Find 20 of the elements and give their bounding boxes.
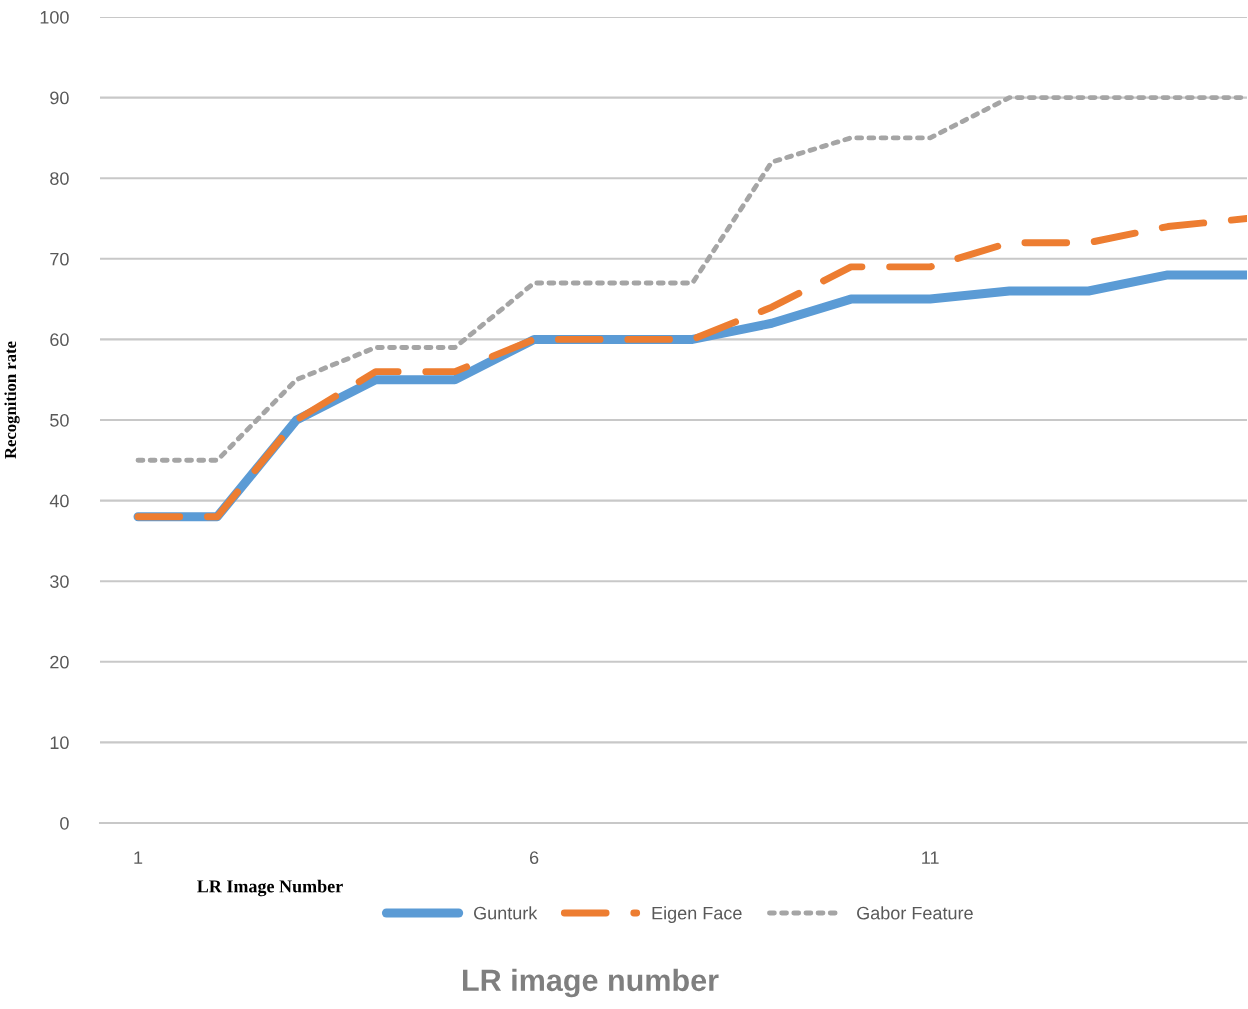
x-tick-label: 6 (529, 851, 539, 865)
legend-label: Gunturk (474, 906, 538, 920)
y-tick-label: 10 (50, 736, 69, 750)
y-tick-label: 40 (49, 494, 69, 508)
y-tick-label: 70 (50, 252, 69, 266)
y-tick-label: 50 (50, 413, 69, 427)
y-tick-label: 90 (50, 91, 69, 105)
y-axis-title: Recognition rate (4, 341, 20, 459)
text: LR image number (463, 968, 719, 998)
y-tick-label: 0 (60, 816, 69, 830)
x-tick-label: 11 (922, 851, 939, 864)
y-tick-label: 80 (50, 172, 69, 185)
x-tick-label: 1 (134, 851, 143, 864)
legend-label: Gabor Feature (857, 906, 973, 920)
y-tick-label: 20 (50, 655, 69, 669)
y-tick-label: 60 (50, 333, 69, 347)
x-axis-title: LR Image Number (197, 879, 343, 897)
y-tick-label: 100 (40, 10, 69, 24)
legend-label: Eigen Face (652, 906, 742, 924)
y-tick-label: 30 (50, 575, 69, 588)
